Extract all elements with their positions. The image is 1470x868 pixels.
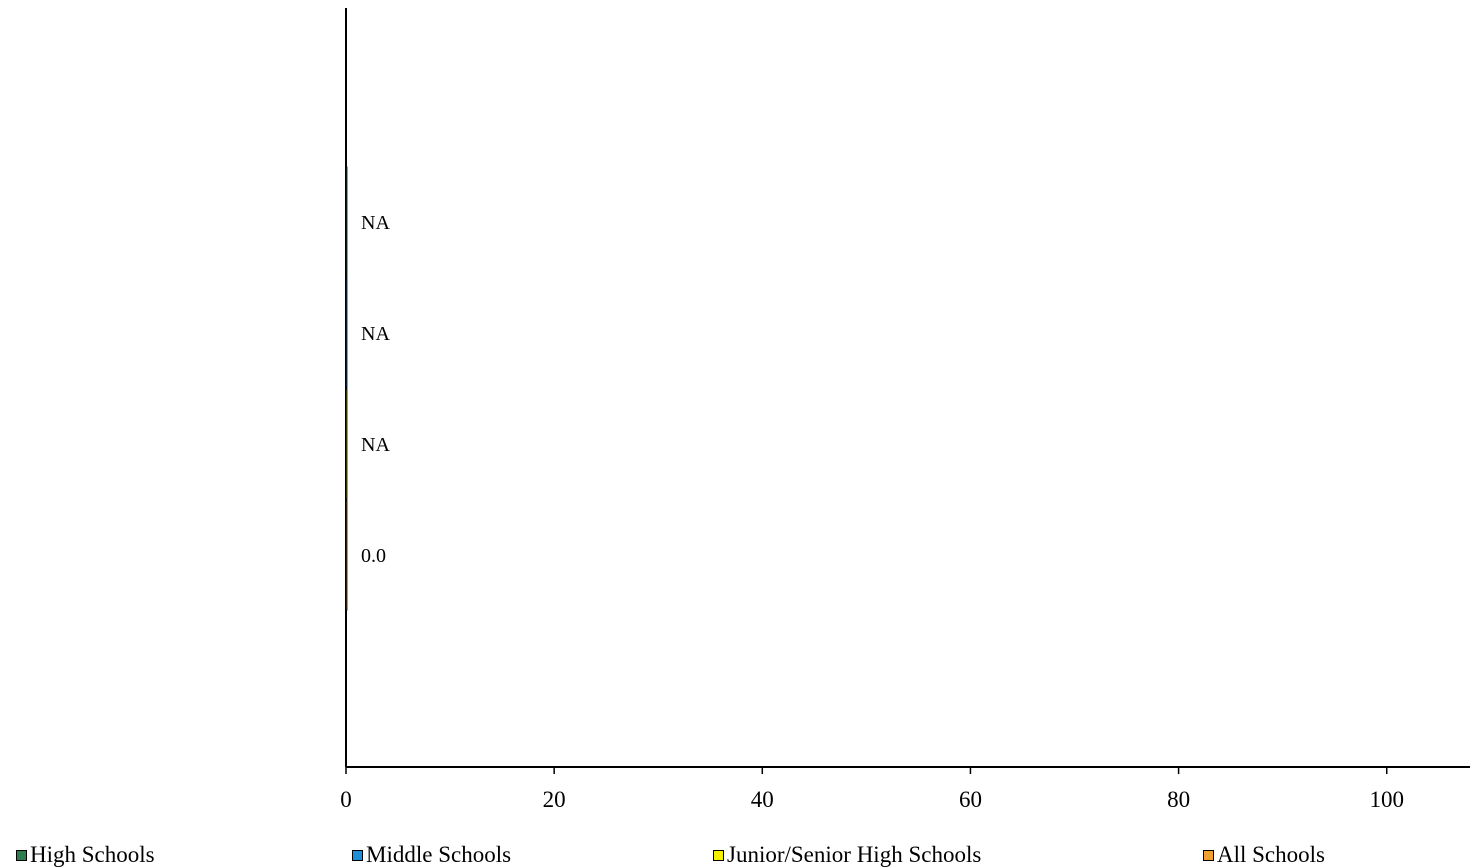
x-tick-label: 40	[751, 787, 774, 812]
legend: High Schools Middle Schools Junior/Senio…	[0, 842, 1470, 868]
x-tick-label: 80	[1167, 787, 1190, 812]
legend-label-all-schools: All Schools	[1217, 842, 1325, 867]
data-label-junior-senior-high-schools: NA	[361, 434, 390, 456]
legend-label-junior-senior-high-schools: Junior/Senior High Schools	[727, 842, 982, 867]
bar-high-schools	[345, 166, 348, 278]
bar-junior-senior-high-schools	[345, 388, 348, 500]
legend-item-all-schools: All Schools	[1203, 842, 1325, 868]
legend-item-junior-senior-high-schools: Junior/Senior High Schools	[713, 842, 981, 868]
x-tick-label: 0	[340, 787, 352, 812]
legend-label-high-schools: High Schools	[30, 842, 155, 867]
x-tick-label: 100	[1369, 787, 1404, 812]
legend-item-middle-schools: Middle Schools	[352, 842, 511, 868]
legend-swatch-high-schools	[16, 849, 27, 861]
data-label-all-schools: 0.0	[361, 545, 386, 567]
legend-item-high-schools: High Schools	[16, 842, 155, 868]
bar-all-schools	[345, 499, 348, 611]
legend-swatch-all-schools	[1203, 849, 1214, 861]
x-tick-label: 60	[959, 787, 982, 812]
data-label-high-schools: NA	[361, 212, 390, 234]
legend-swatch-middle-schools	[352, 849, 363, 861]
x-tick-label: 20	[543, 787, 566, 812]
legend-label-middle-schools: Middle Schools	[366, 842, 512, 867]
legend-swatch-junior-senior-high-schools	[713, 849, 724, 861]
data-label-middle-schools: NA	[361, 323, 390, 345]
bar-middle-schools	[345, 277, 348, 389]
